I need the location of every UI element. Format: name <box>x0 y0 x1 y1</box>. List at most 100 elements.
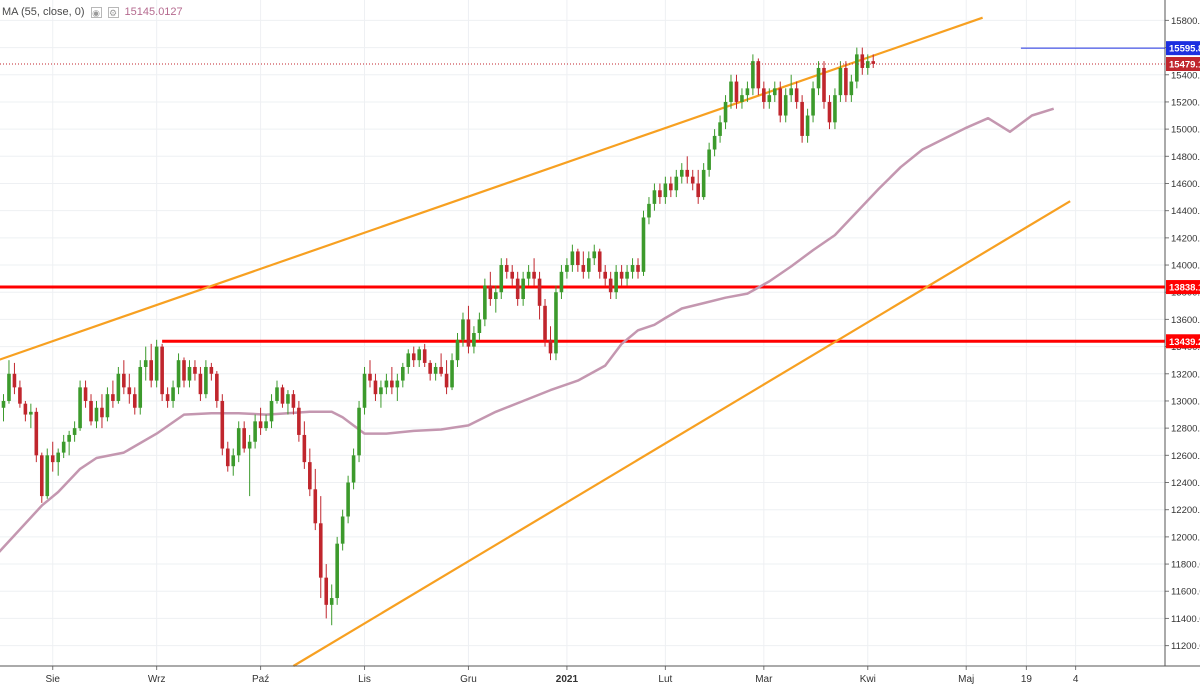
candle-up <box>45 448 50 499</box>
candle-up <box>816 61 821 96</box>
candle-body <box>756 61 761 89</box>
ma-line <box>0 107 1055 553</box>
candle-body <box>72 428 77 435</box>
candle-down <box>209 362 214 381</box>
candle-body <box>844 67 848 96</box>
candle-down <box>762 81 766 109</box>
price-axis: 11200.00 11400.00 11600.00 11800.00 12000.00… <box>1164 0 1200 666</box>
candle-up <box>833 88 837 130</box>
candle-up <box>269 394 274 429</box>
candle-body <box>297 407 301 435</box>
candle-body <box>663 183 668 198</box>
candle-down <box>794 81 799 109</box>
candle-up <box>783 88 788 123</box>
candle-body <box>149 360 153 381</box>
candle-down <box>368 360 372 388</box>
candle-down <box>373 373 378 401</box>
candle-up <box>395 373 400 401</box>
indicator-legend[interactable]: MA (55, close, 0) ◉ ⚙ 15145.0127 <box>2 6 183 18</box>
candle-body <box>89 400 93 422</box>
candle-up <box>335 536 339 605</box>
y-tick-label: 14600.00 <box>1171 179 1200 190</box>
candle-body <box>865 61 870 68</box>
candle-body <box>231 455 236 467</box>
candle-body <box>78 387 82 429</box>
y-tick-label: 13200.00 <box>1171 369 1200 380</box>
candle-body <box>581 265 586 272</box>
candle-body <box>477 319 482 333</box>
candle-down <box>696 169 700 204</box>
price-label-text: 15595.8 <box>1169 44 1200 55</box>
candle-body <box>67 434 71 442</box>
candle-body <box>154 346 159 381</box>
candle-body <box>690 176 695 184</box>
candle-body <box>504 265 509 272</box>
candle-body <box>789 88 793 96</box>
candle-body <box>494 292 498 300</box>
eye-icon[interactable]: ◉ <box>90 6 102 18</box>
candle-body <box>116 373 121 401</box>
candle-body <box>729 81 733 102</box>
candle-body <box>176 360 181 388</box>
candle-up <box>433 362 438 381</box>
candle-body <box>455 339 460 361</box>
candle-up <box>838 61 843 102</box>
candle-up <box>29 403 33 429</box>
y-tick-label: 13000.00 <box>1171 396 1200 407</box>
candle-body <box>800 101 804 136</box>
candle-body <box>83 387 88 401</box>
price-label-bg <box>1166 280 1200 295</box>
gear-icon[interactable]: ⚙ <box>107 6 119 18</box>
candle-body <box>603 271 607 279</box>
candle-body <box>630 265 635 272</box>
candle-body <box>225 448 230 467</box>
candle-body <box>204 366 208 395</box>
candle-up <box>455 333 460 367</box>
candle-body <box>772 88 777 96</box>
candle-up <box>171 380 175 408</box>
candle-body <box>488 285 493 300</box>
candle-down <box>308 448 312 497</box>
price-label-text: 13838.1 <box>1169 283 1200 294</box>
candle-body <box>647 203 651 218</box>
candle-down <box>822 61 826 109</box>
candle-up <box>72 421 77 442</box>
ma-55-line <box>0 107 1055 553</box>
candle-body <box>554 292 558 354</box>
candles <box>1 47 876 626</box>
candle-body <box>855 54 859 82</box>
x-tick-label: Wrz <box>148 674 166 685</box>
candle-body <box>111 394 115 401</box>
candle-up <box>707 142 711 177</box>
candle-down <box>220 394 225 456</box>
candle-up <box>641 210 646 276</box>
candle-body <box>324 577 329 605</box>
candle-up <box>406 349 411 374</box>
candle-body <box>636 265 640 272</box>
candle-body <box>433 366 438 374</box>
candle-down <box>324 564 329 619</box>
candle-up <box>805 108 810 143</box>
indicator-label: MA (55, close, 0) <box>2 6 85 18</box>
y-tick-label: 12400.00 <box>1171 478 1200 489</box>
y-tick-label: 11600.00 <box>1171 587 1200 598</box>
candle-down <box>844 61 848 102</box>
candle-up <box>340 509 345 551</box>
candle-body <box>346 482 350 517</box>
candle-down <box>12 362 17 395</box>
candle-up <box>61 434 66 459</box>
candle-body <box>685 169 690 177</box>
candle-body <box>712 135 717 150</box>
candle-body <box>373 380 378 395</box>
upper-trend-line <box>0 16 983 361</box>
candle-up <box>729 74 733 109</box>
candle-body <box>576 251 580 266</box>
candle-body <box>143 360 148 367</box>
candle-up <box>745 81 750 102</box>
y-tick-label: 14000.00 <box>1171 261 1200 272</box>
candle-up <box>592 244 597 266</box>
candle-down <box>466 305 471 354</box>
candle-body <box>160 346 164 395</box>
